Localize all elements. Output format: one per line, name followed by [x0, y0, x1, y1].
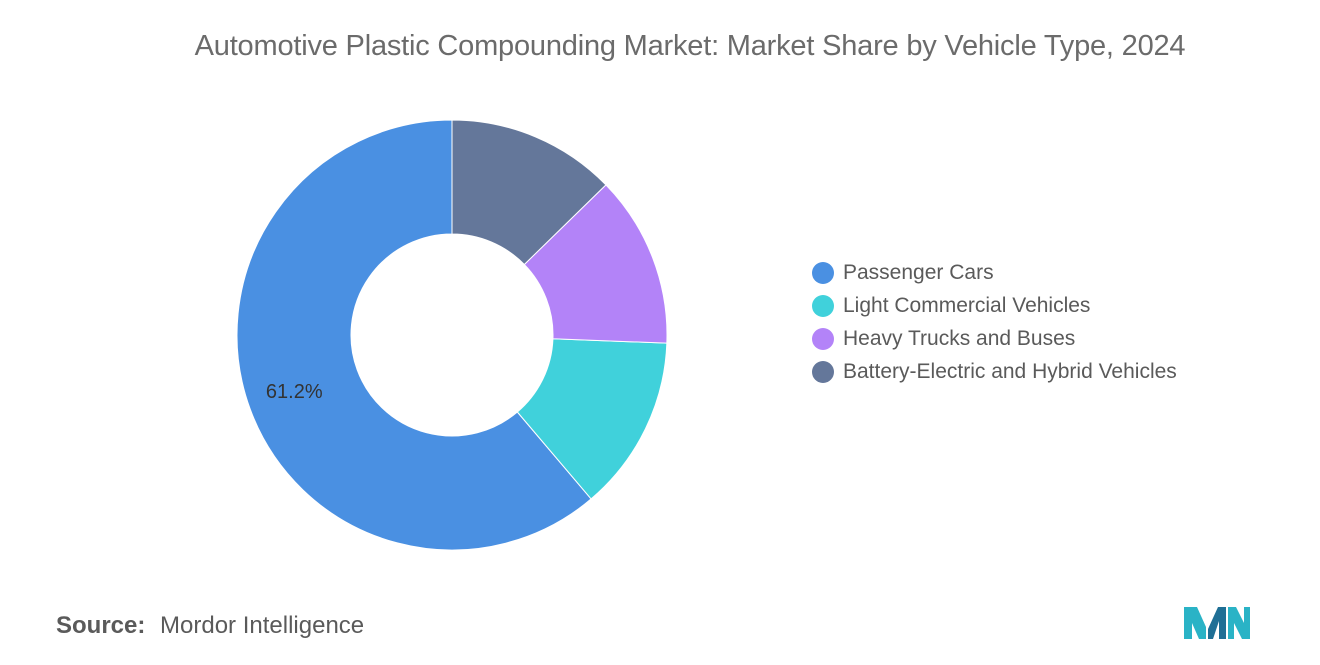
legend-item-battery-electric-and-hybrid-vehicles: Battery-Electric and Hybrid Vehicles: [812, 355, 1177, 388]
legend-swatch-heavy-trucks-and-buses: [812, 327, 834, 350]
legend-label-heavy-trucks-and-buses: Heavy Trucks and Buses: [843, 326, 1076, 350]
data-label-passenger-cars: 61.2%: [266, 381, 323, 403]
source-note: Source: Mordor Intelligence: [56, 612, 364, 640]
logo-left-shape: [1184, 607, 1206, 639]
slice-passenger-cars: [236, 119, 592, 551]
donut-slices: [236, 119, 668, 551]
legend-label-passenger-cars: Passenger Cars: [843, 260, 994, 284]
slice-battery-electric-and-hybrid-vehicles: [451, 119, 607, 266]
legend-item-heavy-trucks-and-buses: Heavy Trucks and Buses: [812, 322, 1177, 355]
chart-title: Automotive Plastic Compounding Market: M…: [194, 30, 1186, 62]
legend-swatch-light-commercial-vehicles: [812, 294, 834, 317]
logo-middle-shape: [1208, 607, 1226, 639]
source-label: Source:: [56, 612, 146, 639]
logo-right-shape: [1228, 607, 1250, 639]
legend-label-battery-electric-and-hybrid-vehicles: Battery-Electric and Hybrid Vehicles: [843, 359, 1177, 383]
legend-swatch-passenger-cars: [812, 261, 834, 284]
chart-legend: Passenger Cars Light Commercial Vehicles H…: [812, 256, 1177, 388]
legend-swatch-battery-electric-and-hybrid-vehicles: [812, 360, 834, 383]
legend-label-light-commercial-vehicles: Light Commercial Vehicles: [843, 293, 1091, 317]
source-value: Mordor Intelligence: [160, 612, 365, 639]
legend-item-passenger-cars: Passenger Cars: [812, 256, 1177, 289]
data-labels: 61.2%: [266, 381, 323, 403]
mordor-intelligence-logo-icon: [1184, 607, 1250, 639]
slice-heavy-trucks-and-buses: [523, 184, 668, 344]
legend-item-light-commercial-vehicles: Light Commercial Vehicles: [812, 289, 1177, 322]
